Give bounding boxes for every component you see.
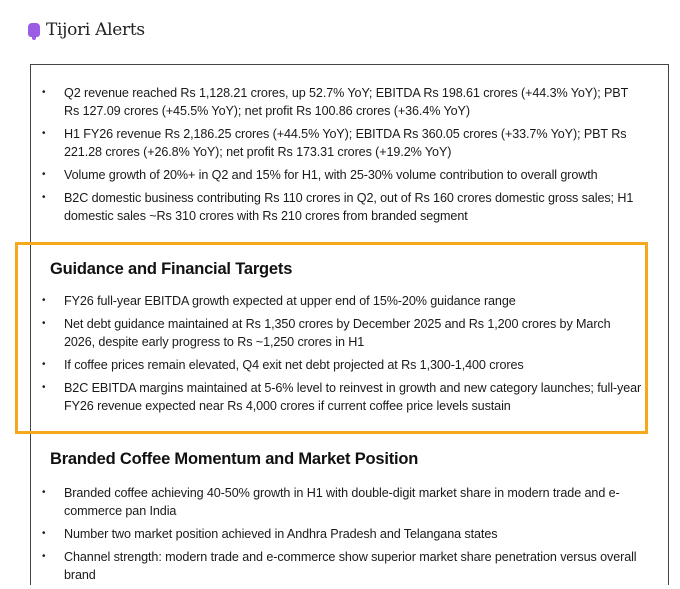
bullet-item: • Branded coffee achieving 40-50% growth … — [31, 484, 644, 520]
bullet-icon: • — [42, 87, 46, 98]
bullet-text: Volume growth of 20%+ in Q2 and 15% for … — [64, 168, 598, 182]
bullet-item: • B2C domestic business contributing Rs 1… — [31, 189, 644, 225]
app-header: Tijori Alerts — [28, 20, 145, 40]
bullet-icon: • — [42, 359, 46, 370]
bullet-item: • Net debt guidance maintained at Rs 1,35… — [31, 315, 644, 351]
bullet-text: B2C EBITDA margins maintained at 5-6% le… — [64, 381, 642, 413]
section-heading: Guidance and Financial Targets — [50, 260, 293, 278]
bullet-item: • B2C EBITDA margins maintained at 5-6% l… — [31, 379, 644, 415]
bullet-text: Channel strength: modern trade and e-com… — [64, 550, 637, 582]
bullet-icon: • — [42, 382, 46, 393]
bullet-icon: • — [42, 528, 46, 539]
bullet-text: H1 FY26 revenue Rs 2,186.25 crores (+44.… — [64, 127, 627, 159]
bullet-text: FY26 full-year EBITDA growth expected at… — [64, 294, 516, 308]
bullet-text: Number two market position achieved in A… — [64, 527, 498, 541]
bullet-icon: • — [42, 295, 46, 306]
bullet-item: • If coffee prices remain elevated, Q4 ex… — [31, 356, 644, 374]
bullet-icon: • — [42, 128, 46, 139]
app-title: Tijori Alerts — [46, 20, 145, 40]
bullet-item: • Volume growth of 20%+ in Q2 and 15% for… — [31, 166, 644, 184]
highlight-box — [15, 242, 648, 434]
bullet-item: • FY26 full-year EBITDA growth expected a… — [31, 292, 644, 310]
bullet-item: • Q2 revenue reached Rs 1,128.21 crores, … — [31, 84, 644, 120]
bullet-text: B2C domestic business contributing Rs 11… — [64, 191, 634, 223]
bullet-item: • H1 FY26 revenue Rs 2,186.25 crores (+44… — [31, 125, 644, 161]
bullet-icon: • — [42, 169, 46, 180]
section-branded-coffee: Branded Coffee Momentum and Market Posit… — [31, 450, 668, 589]
section-heading: Branded Coffee Momentum and Market Posit… — [50, 450, 419, 468]
bullet-text: Net debt guidance maintained at Rs 1,350… — [64, 317, 611, 349]
section-guidance: Guidance and Financial Targets • FY26 ful… — [31, 260, 668, 420]
bell-icon — [28, 23, 40, 40]
document-page: • Q2 revenue reached Rs 1,128.21 crores, … — [30, 64, 669, 585]
bullet-icon: • — [42, 318, 46, 329]
bullet-item: • Number two market position achieved in … — [31, 525, 644, 543]
bullet-item: • Channel strength: modern trade and e-co… — [31, 548, 644, 584]
bullet-text: Branded coffee achieving 40-50% growth i… — [64, 486, 620, 518]
section-results: • Q2 revenue reached Rs 1,128.21 crores, … — [31, 84, 668, 230]
bullet-icon: • — [42, 192, 46, 203]
bullet-text: If coffee prices remain elevated, Q4 exi… — [64, 358, 524, 372]
bullet-text: Q2 revenue reached Rs 1,128.21 crores, u… — [64, 86, 628, 118]
bullet-icon: • — [42, 551, 46, 562]
bullet-icon: • — [42, 487, 46, 498]
